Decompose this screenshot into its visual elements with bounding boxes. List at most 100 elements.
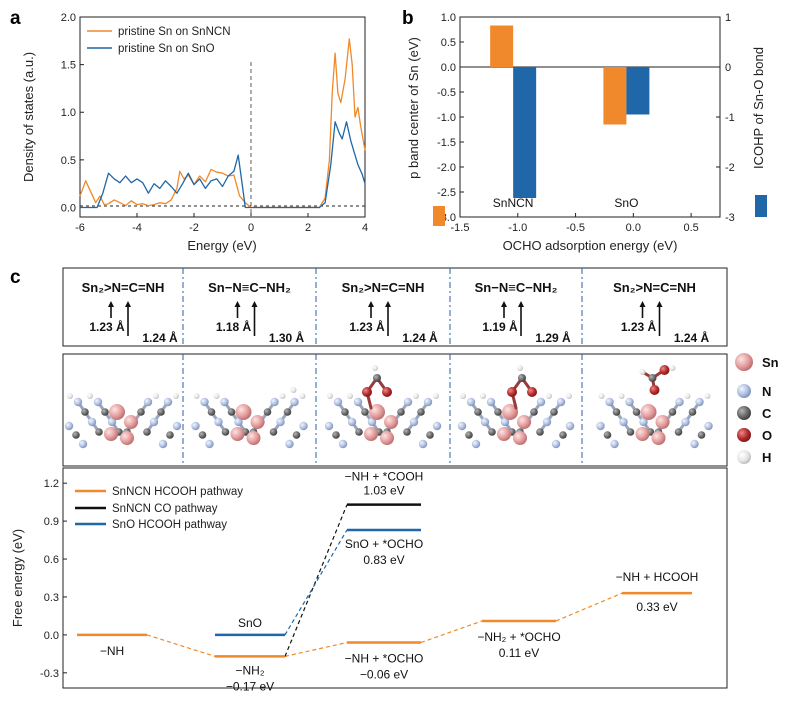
legend-label-sno-pathway: SnO HCOOH pathway — [112, 519, 227, 531]
panel-a-ytick-label: 1.0 — [61, 107, 76, 119]
bond-arrow-head — [501, 301, 507, 307]
tin-atom — [120, 431, 134, 445]
legend-label-co: SnNCN CO pathway — [112, 503, 218, 515]
atom-legend-swatch — [737, 428, 751, 442]
hydrogen-atom — [598, 393, 605, 399]
atom-legend-swatch — [737, 406, 751, 420]
carbon-atom — [361, 408, 369, 416]
state-label: SnO — [238, 616, 262, 630]
panel-b-xtick-label: -1.0 — [508, 222, 527, 234]
carbon-atom — [603, 431, 612, 439]
structure-row-frame — [62, 353, 728, 467]
state-label: −NH₂ — [236, 663, 265, 677]
panel-b-ytick-right-label: -3 — [725, 212, 735, 224]
nitrogen-atom — [200, 397, 209, 407]
bond-formula: Sn₂>N=C=NH — [613, 280, 696, 295]
tin-atom — [384, 415, 398, 429]
carbon-atom — [612, 408, 621, 416]
tin-atom — [380, 431, 394, 445]
hcooh-connector — [146, 634, 216, 657]
carbon-atom — [341, 408, 349, 416]
panel-b-ytick-left-label: 1.0 — [441, 12, 456, 24]
nitrogen-atom — [409, 417, 419, 427]
atom-legend-label: Sn — [762, 355, 779, 370]
panel-b-xtick-label: -1.5 — [451, 222, 470, 234]
nitrogen-atom — [338, 439, 348, 449]
nitrogen-atom — [220, 397, 229, 407]
hydrogen-atom — [618, 393, 625, 399]
dos-line-sno — [80, 121, 366, 209]
bond-length-1: 1.18 Å — [216, 319, 252, 334]
carbon-atom — [72, 431, 80, 439]
panel-b-ylabel-right: ICOHP of Sn-O bond — [751, 47, 766, 169]
carbon-atom — [269, 428, 278, 436]
bar-group-label: SnNCN — [493, 196, 534, 210]
nitrogen-atom — [690, 439, 699, 449]
nitrogen-atom — [466, 397, 476, 407]
bond-formula: Sn₂>N=C=NH — [82, 280, 165, 295]
nitrogen-atom — [418, 439, 428, 449]
legend-label-sno: pristine Sn on SnO — [118, 43, 215, 55]
panel-b-ytick-right-label: -2 — [725, 162, 735, 174]
carbon-atom — [143, 428, 151, 436]
nitrogen-atom — [486, 397, 496, 407]
hydrogen-atom — [460, 393, 466, 399]
state-energy-value: 0.11 eV — [499, 646, 539, 660]
hydrogen-atom — [213, 393, 220, 399]
panel-b-ylabel-left: p band center of Sn (eV) — [406, 37, 421, 179]
nitrogen-atom — [285, 439, 294, 449]
atom-legend-label: O — [762, 428, 772, 443]
hydrogen-atom — [67, 393, 73, 399]
bond-length-1: 1.23 Å — [621, 319, 657, 334]
nitrogen-atom — [270, 397, 279, 407]
bond-arrow-head — [125, 301, 131, 307]
carbon-atom — [198, 431, 207, 439]
bond-arrow-head — [368, 301, 374, 307]
carbon-atom — [697, 431, 706, 439]
atom-legend-swatch — [735, 353, 753, 371]
bond-structures-row: Sn₂>N=C=NH 1.23 Å 1.24 Å Sn−N≡C−NH₂ 1.18 Å 1.… — [62, 267, 728, 347]
panel-b-ytick-left-label: 0.5 — [441, 37, 456, 49]
atom-legend-label: C — [762, 406, 772, 421]
hydrogen-atom — [413, 393, 419, 399]
nitrogen-atom — [347, 417, 357, 427]
nitrogen-atom — [234, 417, 243, 427]
tin-atom — [230, 427, 245, 441]
tin-atom — [109, 404, 125, 420]
hcooh-connector — [420, 620, 483, 644]
nitrogen-atom — [565, 421, 575, 431]
hydrogen-atom — [684, 393, 691, 399]
nitrogen-atom — [610, 439, 619, 449]
oxygen-atom — [362, 387, 372, 397]
panel-c-ytick-label: -0.3 — [40, 668, 59, 680]
hydrogen-atom — [327, 393, 333, 399]
bond-arrow-head — [639, 301, 646, 307]
carbon-atom — [355, 428, 363, 436]
panel-c-ytick-label: 0.9 — [44, 516, 59, 528]
nitrogen-atom — [681, 417, 690, 427]
carbon-atom — [403, 428, 411, 436]
nitrogen-atom — [143, 397, 153, 407]
nitrogen-atom — [73, 397, 83, 407]
panel-b-ylabel-left-swatch — [433, 206, 445, 226]
carbon-atom — [426, 431, 434, 439]
panel-b-ylabel-right-swatch — [755, 195, 767, 217]
panel-c-legend: SnNCN HCOOH pathway SnNCN CO pathway SnO… — [75, 486, 243, 531]
carbon-atom — [137, 408, 145, 416]
hydrogen-atom — [290, 387, 297, 393]
nitrogen-atom — [158, 439, 168, 449]
oxygen-atom — [527, 387, 537, 397]
carbon-atom — [207, 408, 216, 416]
carbon-atom — [488, 428, 496, 436]
bond-formula: Sn−N≡C−NH₂ — [475, 280, 558, 295]
panel-a-xtick-label: 4 — [362, 222, 368, 234]
panel-b-ytick-left-label: -1.5 — [437, 137, 456, 149]
nitrogen-atom — [542, 417, 552, 427]
panel-b-ytick-left-label: -1.0 — [437, 112, 456, 124]
panel-c-ylabel: Free energy (eV) — [10, 529, 25, 627]
hydrogen-atom — [153, 393, 159, 399]
nitrogen-atom — [149, 417, 159, 427]
carbon-atom — [474, 408, 482, 416]
